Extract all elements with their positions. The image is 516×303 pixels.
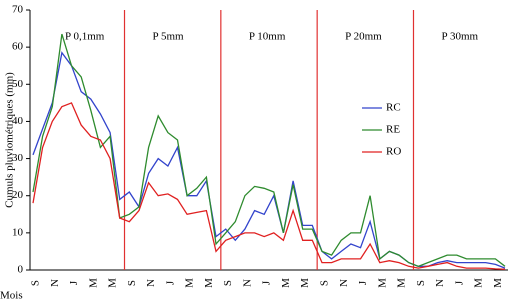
x-tick-label: M [396,278,408,288]
x-tick-label: S [126,280,138,286]
x-tick-label: M [184,278,196,288]
data-line [32,51,506,269]
x-tick-label: N [434,279,446,287]
x-tick-label: J [164,280,176,285]
section-label: P 0,1mm [65,31,105,43]
y-tick-label: 0 [18,264,24,276]
data-line [32,33,506,267]
x-tick-label: J [453,280,465,285]
x-tick-label: N [241,279,253,287]
x-tick-label: M [107,278,119,288]
x-tick-label: M [203,278,215,288]
legend-label: RO [386,146,401,158]
y-tick-label: 10 [12,226,24,238]
y-tick-label: 20 [12,189,24,201]
x-tick-label: S [222,280,234,286]
y-tick-label: 40 [12,115,24,127]
x-tick-label: M [280,278,292,288]
y-tick-label: 70 [12,4,24,16]
y-tick-label: 50 [12,78,24,90]
x-axis-title: Mois [0,290,23,302]
x-tick-label: N [49,279,61,287]
x-tick-label: M [473,278,485,288]
section-label: P 5mm [153,31,185,43]
data-line [32,102,506,270]
section-label: P 20mm [345,31,382,43]
x-tick-label: J [357,280,369,285]
legend-label: RC [386,102,401,114]
x-tick-label: S [415,280,427,286]
x-tick-label: M [492,278,504,288]
y-axis-title: Cumuls pluviométriques (mm) [4,72,16,208]
x-tick-label: M [299,278,311,288]
x-tick-label: N [338,279,350,287]
x-tick-label: S [30,280,42,286]
y-tick-label: 30 [12,152,24,164]
x-tick-label: J [261,280,273,285]
section-label: P 10mm [249,31,286,43]
y-tick-label: 60 [12,41,24,53]
x-tick-label: S [319,280,331,286]
legend-label: RE [386,124,400,136]
section-label: P 30mm [441,31,478,43]
x-tick-label: M [376,278,388,288]
x-tick-label: J [68,280,80,285]
x-tick-label: M [87,278,99,288]
x-tick-label: N [145,279,157,287]
